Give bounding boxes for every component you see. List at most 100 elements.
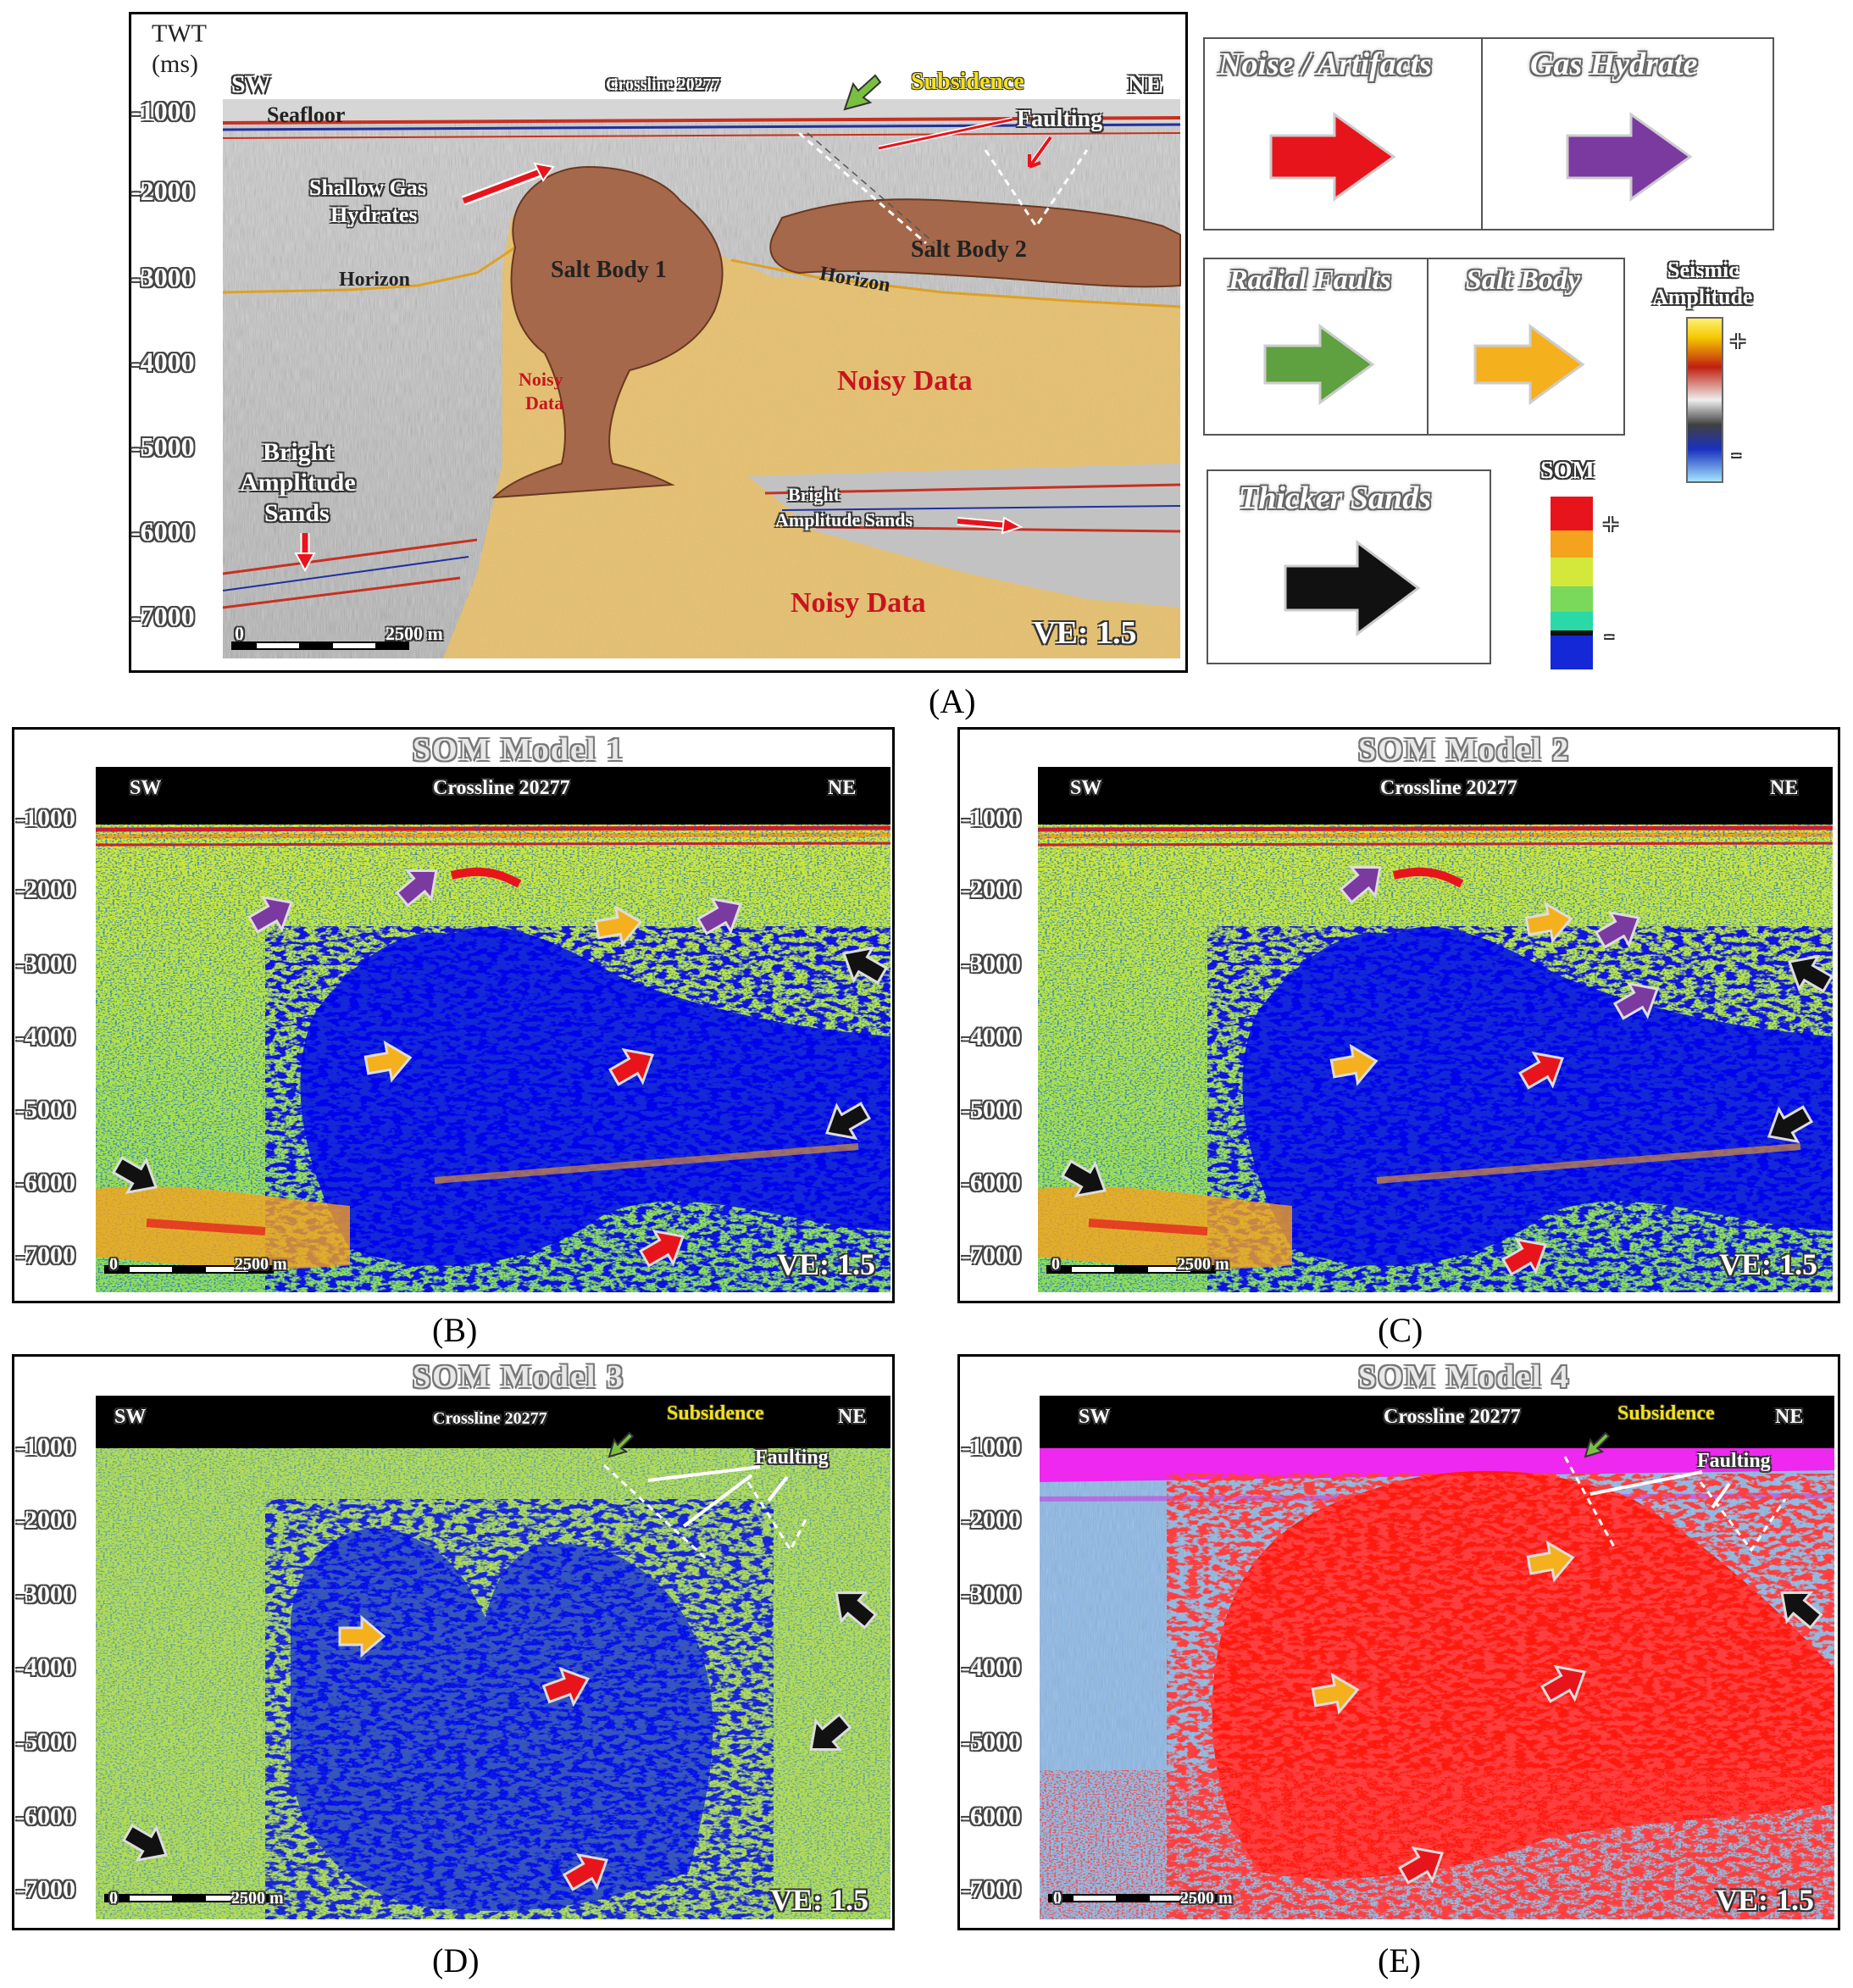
panel-c-tick: -6000 <box>962 1169 1021 1197</box>
noisy-small-label-1: Noisy <box>519 369 563 390</box>
horizon-left-label: Horizon <box>339 269 410 291</box>
legend-salt-body-label: Salt Body <box>1466 264 1581 296</box>
noisy-data-label-1: Noisy Data <box>837 365 973 397</box>
panel-e-tick: -6000 <box>962 1802 1021 1830</box>
bright-left-label-2: Amplitude <box>240 469 356 497</box>
legend-radial-faults-label: Radial Faults <box>1229 264 1391 296</box>
panel-d-zero: 0 <box>109 1889 118 1907</box>
caption-c: (C) <box>1378 1311 1423 1349</box>
faulting-label: Faulting <box>1017 106 1103 132</box>
panel-c-tick: -7000 <box>962 1241 1021 1269</box>
noisy-small-label-2: Data <box>525 392 564 414</box>
panel-c-tick: -3000 <box>962 950 1021 978</box>
panel-b-ve: VE: 1.5 <box>777 1247 875 1281</box>
panel-e-zero: 0 <box>1053 1889 1062 1907</box>
hydrates-label: Hydrates <box>330 203 418 227</box>
panel-c-sw: SW <box>1070 777 1102 799</box>
subsidence-label: Subsidence <box>911 69 1024 95</box>
shallow-gas-label: Shallow Gas <box>309 175 426 200</box>
panel-a-tick: -7000 <box>131 601 195 631</box>
legend-gas-hydrate-label: Gas Hydrate <box>1530 47 1698 82</box>
seismic-amp-title-2: Amplitude <box>1652 285 1753 309</box>
salt-body-1-label: Salt Body 1 <box>551 257 667 283</box>
bright-left-label-3: Sands <box>264 499 330 527</box>
som-colorbar-title: SOM <box>1540 458 1595 484</box>
panel-c-arrows <box>1060 865 1834 1276</box>
panel-c-som-image <box>1037 825 1834 1292</box>
panel-d-arrows <box>121 1431 878 1891</box>
panel-b-som-image <box>95 825 891 1292</box>
panel-c-crossline: Crossline 20277 <box>1380 777 1517 799</box>
legend-radial-faults-arrow <box>1263 324 1375 405</box>
panel-a-crossline: Crossline 20277 <box>606 75 720 94</box>
panel-d-tick: -3000 <box>16 1580 75 1608</box>
panel-b-arrows <box>111 869 889 1268</box>
panel-d-tick: -6000 <box>16 1802 75 1830</box>
panel-c-zero: 0 <box>1051 1255 1060 1274</box>
panel-d-ve: VE: 1.5 <box>770 1883 868 1917</box>
legend-noise-gas-box <box>1203 37 1774 230</box>
panel-e-tick: -5000 <box>962 1728 1021 1756</box>
faulting-arrow-right <box>1027 136 1053 169</box>
panel-e-subsidence: Subsidence <box>1617 1402 1715 1424</box>
panel-c-tick: -1000 <box>962 804 1021 832</box>
panel-c-frame: SOM Model 2 SW Crossline 20277 NE 0 2500… <box>957 727 1840 1303</box>
panel-a-tick: -4000 <box>131 347 195 377</box>
panel-b-title: SOM Model 1 <box>413 732 624 768</box>
panel-b-tick: -2000 <box>16 875 75 903</box>
panel-c-scale: 2500 m <box>1177 1255 1229 1274</box>
panel-b-frame: SOM Model 1 SW Crossline 20277 NE 0 2500… <box>12 727 895 1303</box>
panel-b-header-bar <box>96 767 890 825</box>
panel-c-ve: VE: 1.5 <box>1719 1247 1817 1281</box>
bright-right-label-1: Bright <box>788 484 841 505</box>
panel-b-ne: NE <box>828 777 857 799</box>
panel-d-tick: -1000 <box>16 1433 75 1461</box>
panel-d-ne: NE <box>838 1406 867 1428</box>
panel-e-faulting: Faulting <box>1697 1450 1771 1472</box>
panel-a-sw: SW <box>231 70 271 98</box>
caption-d: (D) <box>432 1941 480 1980</box>
panel-b-zero: 0 <box>109 1255 118 1274</box>
subsidence-arrow <box>843 74 882 111</box>
panel-c-ne: NE <box>1770 777 1799 799</box>
panel-d-sw: SW <box>114 1406 147 1428</box>
faulting-arrow-left <box>878 117 1013 151</box>
legend-noise-label: Noise / Artifacts <box>1218 47 1432 82</box>
legend-gas-hydrate-arrow <box>1566 112 1693 202</box>
panel-d-tick: -2000 <box>16 1506 75 1534</box>
panel-e-ve: VE: 1.5 <box>1716 1883 1814 1917</box>
panel-b-tick: -3000 <box>16 950 75 978</box>
panel-d-title: SOM Model 3 <box>413 1359 624 1395</box>
panel-b-crossline: Crossline 20277 <box>433 777 570 799</box>
panel-a-frame: TWT (ms) SW NE Crossline 20277 Subsidenc… <box>129 12 1188 673</box>
legend-noise-arrow <box>1269 112 1396 202</box>
caption-b: (B) <box>432 1311 478 1349</box>
panel-e-tick: -3000 <box>962 1580 1021 1608</box>
seismic-amplitude-colorbar <box>1686 317 1723 483</box>
legend-thicker-sands-label: Thicker Sands <box>1239 480 1431 516</box>
panel-d-scale: 2500 m <box>231 1889 284 1907</box>
panel-c-tick: -5000 <box>962 1096 1021 1124</box>
seismic-amp-title-1: Seismic <box>1667 258 1739 282</box>
caption-a: (A) <box>929 682 976 720</box>
panel-c-header-bar <box>1038 767 1833 825</box>
bright-right-arrow <box>957 516 1024 535</box>
caption-e: (E) <box>1378 1941 1422 1980</box>
panel-d-header-bar <box>96 1396 890 1448</box>
twt-label: TWT <box>152 19 207 47</box>
som-colorbar <box>1551 497 1593 669</box>
panel-b-tick: -5000 <box>16 1096 75 1124</box>
som-minus: - <box>1605 619 1614 649</box>
panel-a-tick: -6000 <box>131 516 195 547</box>
panel-d-som-image <box>96 1448 890 1919</box>
panel-e-tick: -7000 <box>962 1875 1021 1903</box>
panel-e-som-image <box>1039 1448 1835 1919</box>
panel-b-scale: 2500 m <box>235 1255 287 1274</box>
panel-a-tick: -2000 <box>131 175 195 206</box>
panel-e-crossline: Crossline 20277 <box>1384 1406 1521 1428</box>
panel-e-sw: SW <box>1079 1406 1111 1428</box>
bright-left-label-1: Bright <box>263 438 334 466</box>
bright-right-label-2: Amplitude Sands <box>775 509 913 530</box>
panel-a-tick: -5000 <box>131 431 195 462</box>
panel-a-seismic <box>222 99 1181 658</box>
